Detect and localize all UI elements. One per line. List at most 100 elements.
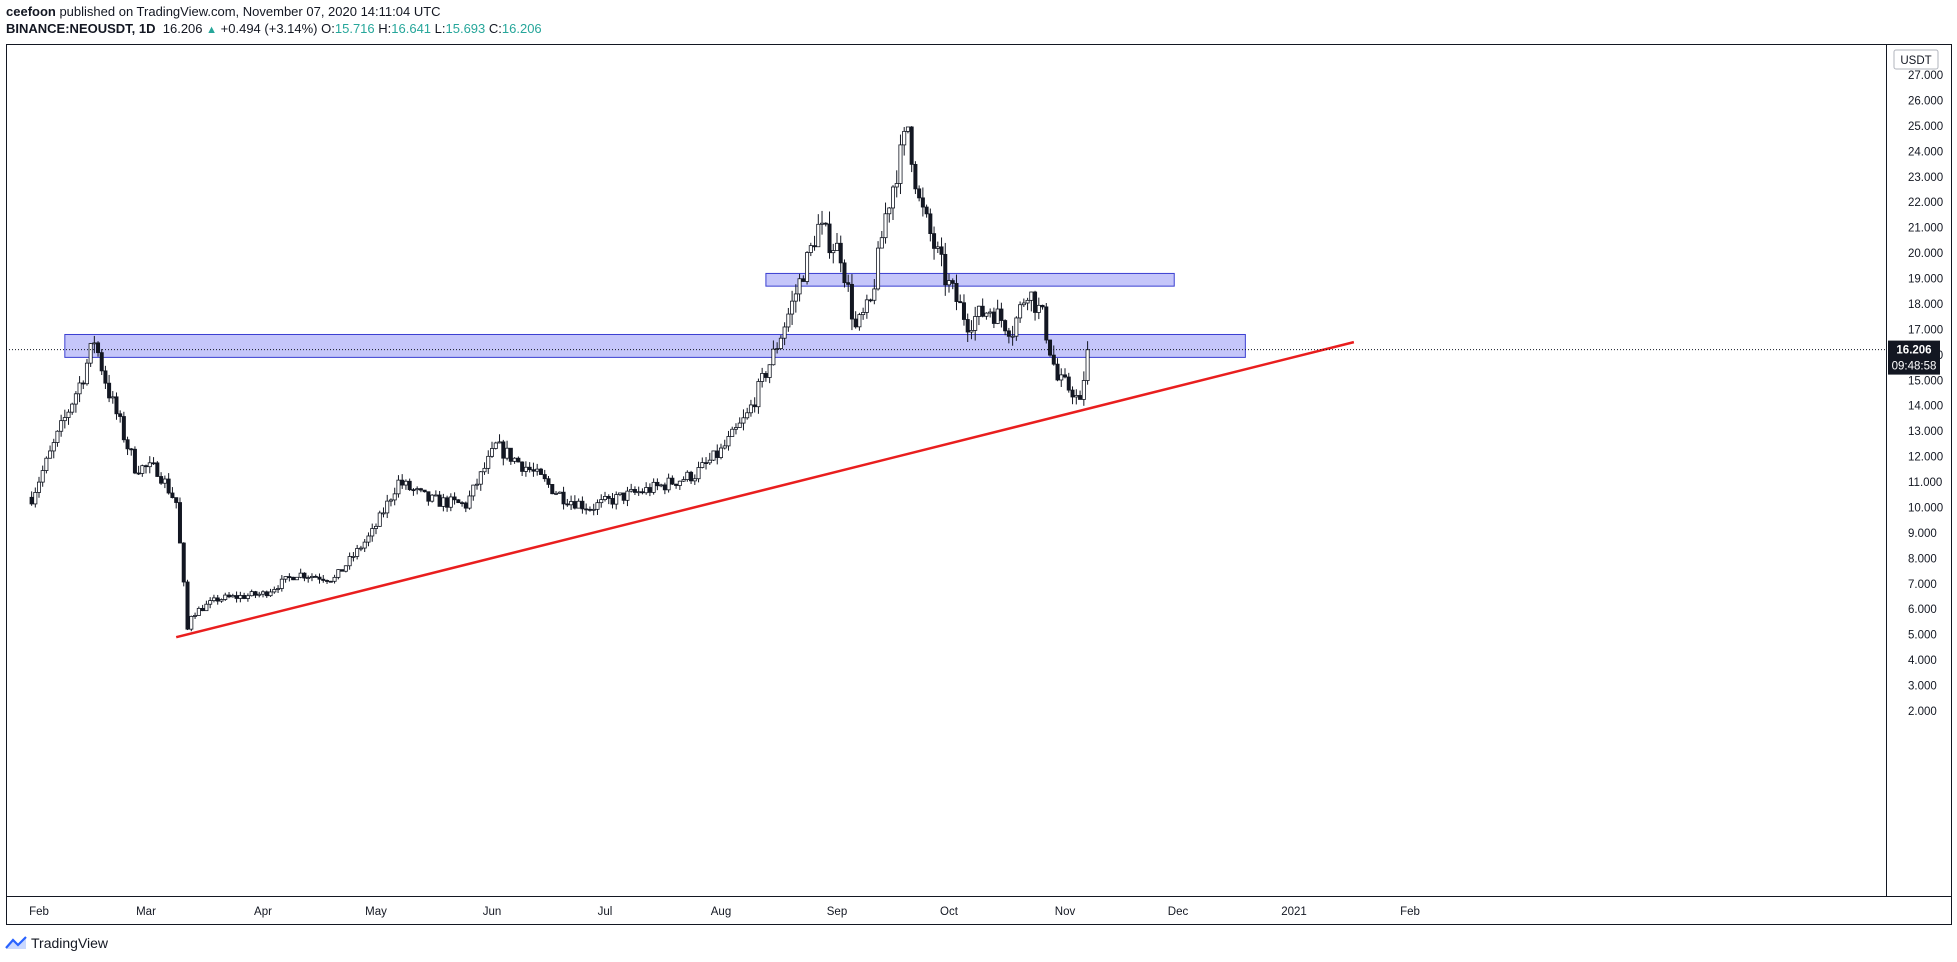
candle-body (497, 441, 502, 444)
candle-body (493, 442, 498, 449)
candle-body (253, 591, 258, 596)
candle-body (793, 293, 798, 302)
candle-body (151, 462, 156, 465)
y-tick-label: 7.000 (1908, 579, 1937, 591)
candle-body (478, 471, 483, 485)
candle-body (396, 479, 401, 495)
author-name[interactable]: ceefoon (6, 4, 56, 19)
candle-body (325, 580, 330, 582)
candle-body (523, 466, 528, 472)
candle-body (681, 479, 686, 482)
candle-body (242, 595, 247, 599)
candle-body (655, 481, 660, 487)
candle-body (722, 445, 727, 449)
candle-body (872, 288, 877, 301)
candle-body (715, 450, 720, 458)
candle-body (808, 245, 813, 253)
y-tick-label: 4.000 (1908, 655, 1937, 667)
candle-body (489, 448, 494, 457)
candle-body (1033, 291, 1038, 313)
candle-body (763, 373, 768, 378)
candle-body (674, 483, 679, 486)
candle-body (599, 499, 604, 504)
candle-body (110, 396, 115, 399)
y-tick-label: 27.000 (1908, 70, 1943, 82)
candle-body (531, 469, 536, 472)
last-price-tag: 16.206 09:48:58 (1888, 340, 1940, 375)
y-axis[interactable]: 2.000 3.000 4.000 5.000 6.000 7.000 8.000 9.000… (1908, 70, 1943, 718)
candle-body (114, 396, 119, 415)
x-axis[interactable]: Feb Mar Apr May Jun Jul Aug Sep Oct Nov Dec 2021 Feb (29, 906, 1420, 918)
candle-body (1006, 330, 1011, 337)
candle-body (189, 615, 194, 630)
candle-body (415, 488, 420, 491)
candle-body (1063, 374, 1068, 378)
currency-badge[interactable]: USDT (1893, 49, 1939, 70)
candle-body (185, 581, 190, 630)
candle-body (554, 492, 559, 495)
open-value: 15.716 (334, 21, 375, 36)
candle-body (486, 455, 491, 469)
candle-body (29, 496, 34, 505)
y-tick-label: 10.000 (1908, 502, 1943, 514)
candle-body (831, 250, 836, 254)
x-tick-label: Sep (827, 906, 847, 918)
candle-body (381, 512, 386, 515)
candle-body (988, 311, 993, 314)
chart-frame (6, 44, 1952, 925)
candle-body (418, 488, 423, 491)
candle-body (294, 576, 299, 581)
candle-body (92, 342, 97, 345)
candle-body (223, 594, 228, 600)
candle-body (1085, 349, 1090, 381)
footer-brand[interactable]: TradingView (5, 935, 108, 951)
ohlc-header: BINANCE:NEOUSDT, 1D 16.206 ▲ +0.494 (+3.… (6, 21, 542, 36)
candle-body (40, 470, 45, 483)
candle-body (651, 481, 656, 493)
candle-body (707, 459, 712, 464)
candle-body (291, 576, 296, 581)
resistance-zone[interactable] (64, 333, 1246, 358)
candle-body (905, 126, 910, 132)
candle-body (302, 572, 307, 579)
candle-body (174, 497, 179, 503)
candle-body (238, 595, 243, 599)
candle-body (147, 462, 152, 468)
candle-body (984, 312, 989, 317)
candle-body (407, 480, 412, 491)
candle-body (298, 572, 303, 578)
candle-body (1078, 395, 1083, 400)
candle-body (801, 278, 806, 282)
resistance-zone[interactable] (765, 272, 1175, 287)
candle-body (1010, 335, 1015, 338)
candle-body (385, 500, 390, 514)
candle-body (790, 300, 795, 315)
candle-body (572, 501, 577, 509)
candle-body (456, 499, 461, 504)
candle-body (527, 466, 532, 471)
brand-label: TradingView (31, 935, 109, 951)
candle-body (276, 588, 281, 590)
high-value: 16.641 (391, 21, 432, 36)
candle-body (647, 487, 652, 493)
candle-body (55, 430, 60, 443)
candle-body (1014, 317, 1019, 337)
candle-body (132, 448, 137, 474)
candle-body (1051, 354, 1056, 365)
support-trendline[interactable] (175, 340, 1355, 639)
x-tick-label: Aug (711, 906, 731, 918)
candle-body (587, 508, 592, 511)
candle-body (748, 404, 753, 414)
candle-body (162, 478, 167, 484)
candle-body (606, 496, 611, 499)
candle-body (358, 547, 363, 550)
candle-body (88, 343, 93, 364)
candle-body (812, 245, 817, 248)
y-tick-label: 24.000 (1908, 146, 1943, 158)
y-tick-label: 5.000 (1908, 630, 1937, 642)
candle-body (894, 183, 899, 188)
candle-body (756, 381, 761, 408)
currency-label: USDT (1900, 55, 1931, 67)
candle-body (121, 416, 126, 441)
